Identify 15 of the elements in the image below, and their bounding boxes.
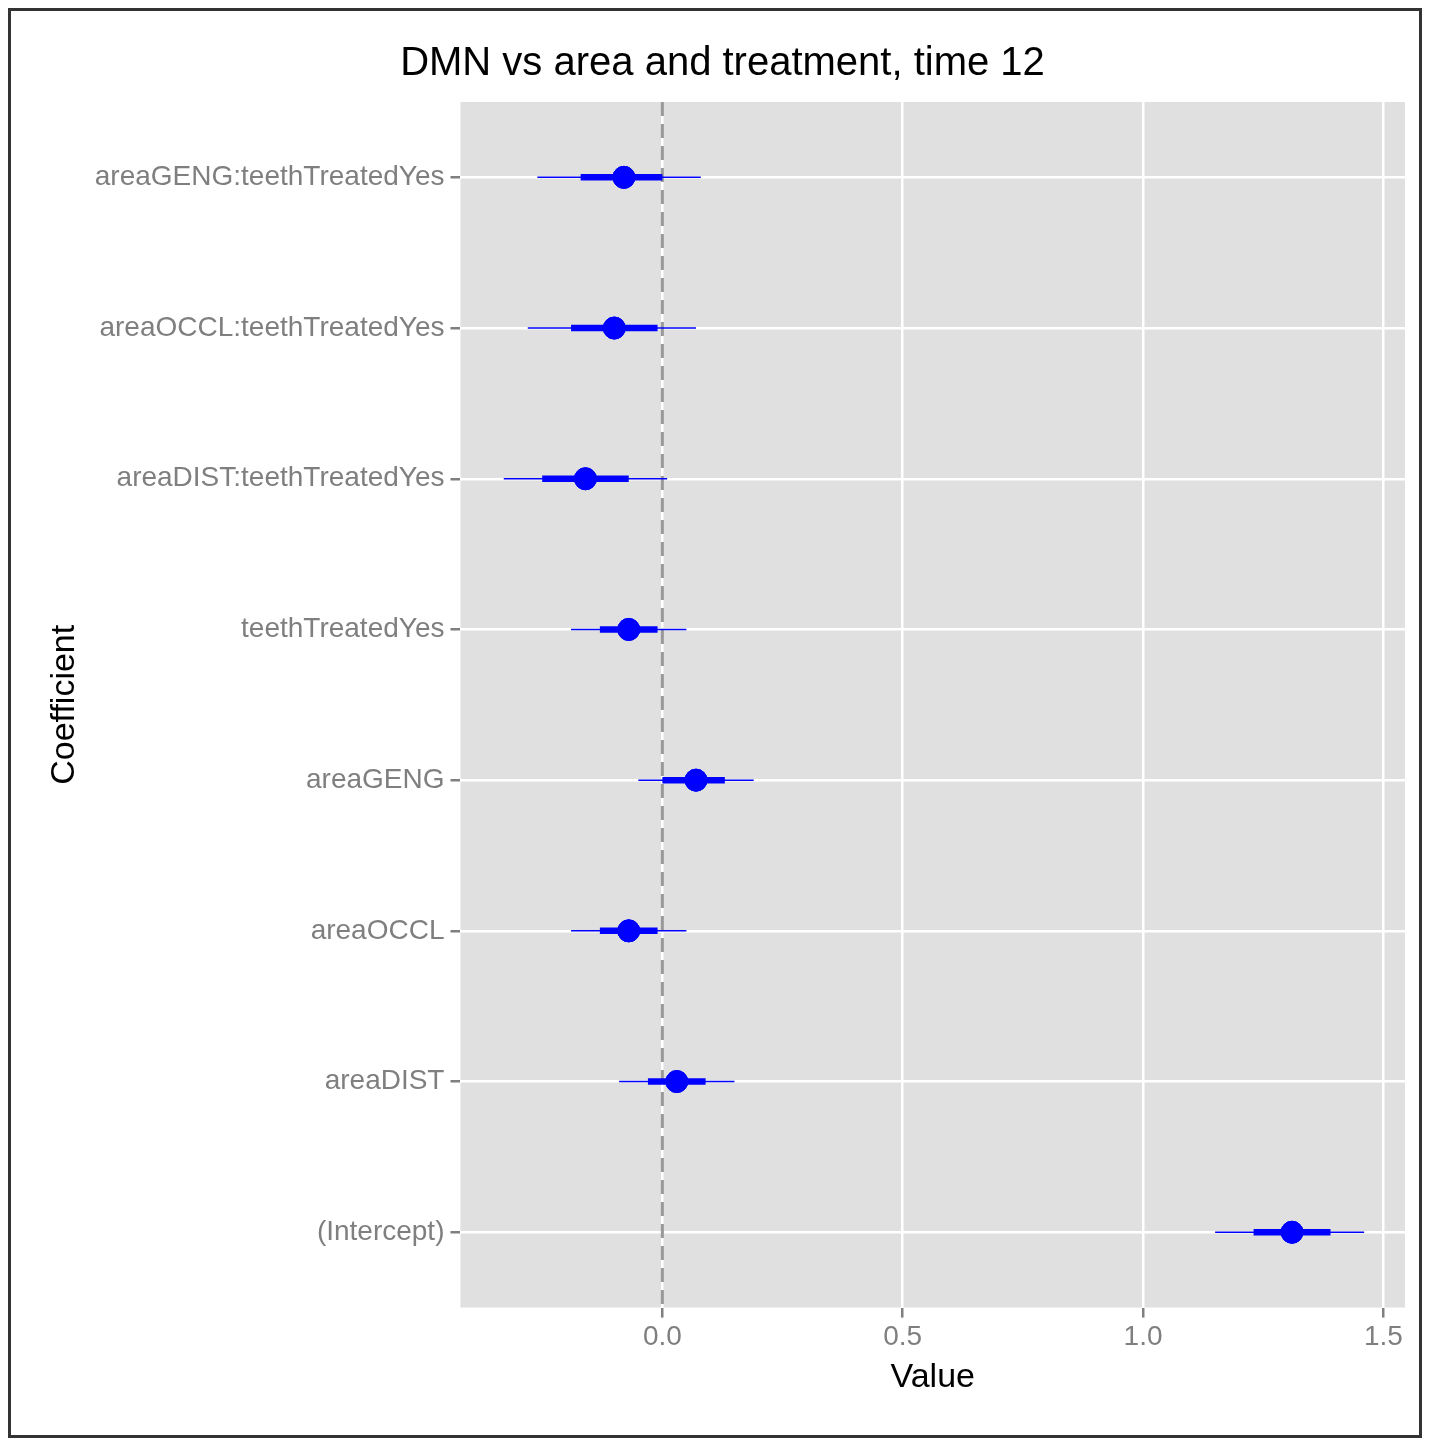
- x-tick-label: 0.0: [642, 1320, 682, 1352]
- y-tick-label: areaGENG:teethTreatedYes: [94, 160, 445, 192]
- y-axis-title: Coefficient: [42, 624, 81, 785]
- x-tick-label: 0.5: [883, 1320, 923, 1352]
- chart-title: DMN vs area and treatment, time 12: [400, 39, 1045, 84]
- x-axis-title: Value: [890, 1355, 975, 1394]
- y-tick-label: teethTreatedYes: [241, 612, 445, 644]
- y-tick-label: areaDIST:teethTreatedYes: [116, 461, 445, 493]
- y-tick-label: (Intercept): [316, 1214, 445, 1246]
- y-tick-label: areaGENG: [305, 762, 445, 794]
- y-tick-label: areaDIST: [324, 1064, 445, 1096]
- x-tick-label: 1.5: [1363, 1320, 1403, 1352]
- y-tick-label: areaOCCL:teethTreatedYes: [99, 310, 445, 342]
- y-tick-label: areaOCCL: [310, 913, 445, 945]
- x-tick-label: 1.0: [1123, 1320, 1163, 1352]
